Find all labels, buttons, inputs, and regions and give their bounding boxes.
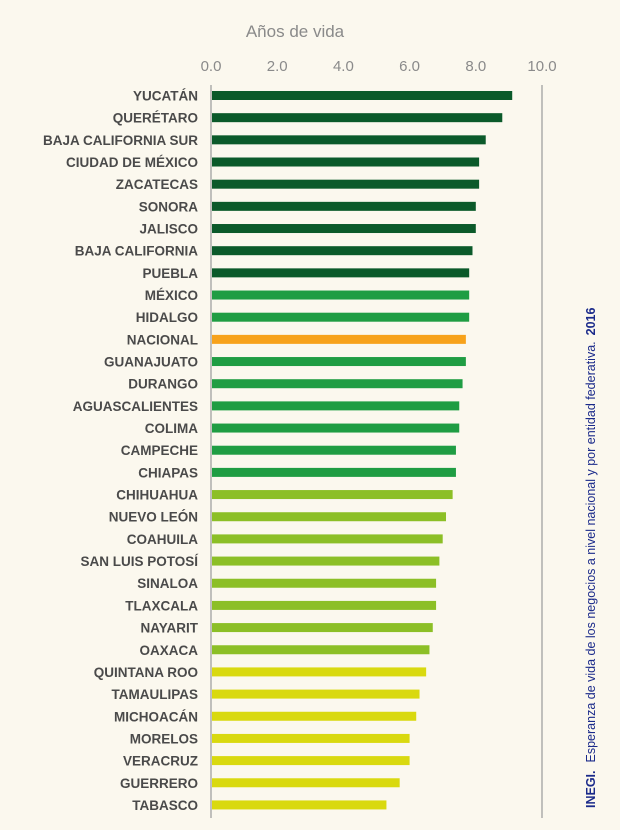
bar [212,290,470,300]
bar [212,401,460,411]
category-label: CAMPECHE [121,443,198,458]
bar [212,334,466,344]
bar [212,711,417,721]
bar [212,135,486,145]
category-label: COAHUILA [127,532,198,547]
category-label: ZACATECAS [116,177,198,192]
bar [212,113,503,123]
bar [212,179,480,189]
bar [212,246,473,256]
bar [212,445,456,455]
bar [212,623,433,633]
category-label: QUERÉTARO [113,111,198,126]
bar [212,667,427,677]
bar [212,490,453,500]
bar [212,91,513,100]
category-label: DURANGO [128,377,198,392]
category-label: TAMAULIPAS [112,687,199,702]
category-label: VERACRUZ [123,754,198,769]
category-label: SAN LUIS POTOSÍ [80,554,199,569]
bar [212,357,466,367]
caption-text: Esperanza de vida de los negocios a nive… [584,341,598,763]
category-label: AGUASCALIENTES [73,399,198,414]
bar [212,556,440,566]
caption-brand: INEGI. [584,770,598,808]
category-label: QUINTANA ROO [94,665,198,680]
bar [212,379,463,389]
bar [212,645,430,655]
side-caption: INEGI. Esperanza de vida de los negocios … [584,168,598,808]
bar [212,268,470,278]
category-label: TLAXCALA [125,598,198,613]
bar [212,800,387,810]
x-tick-label: 0.0 [201,58,222,75]
bar [212,423,460,433]
bar [212,689,420,699]
category-label: SONORA [139,199,199,214]
bar [212,467,456,477]
bar [212,534,443,544]
category-label: GUERRERO [120,776,198,791]
category-label: TABASCO [132,798,198,813]
bar [212,600,437,610]
category-label: BAJA CALIFORNIA [75,244,198,259]
bar [212,756,410,766]
category-label: CHIHUAHUA [116,488,198,503]
bar [212,312,470,322]
caption-year: 2016 [584,307,598,336]
bar [212,512,447,522]
bar [212,201,476,211]
category-label: PUEBLA [142,266,198,281]
bar [212,578,437,588]
category-label: JALISCO [139,222,198,237]
category-label: NUEVO LEÓN [109,510,198,525]
category-label: SINALOA [137,576,198,591]
category-label: NAYARIT [140,621,198,636]
bar [212,157,480,167]
category-label: NACIONAL [127,332,198,347]
category-label: MÉXICO [145,288,198,303]
x-tick-label: 2.0 [267,58,288,75]
category-label: YUCATÁN [133,89,198,104]
category-label: CHIAPAS [138,465,198,480]
category-label: COLIMA [145,421,198,436]
category-label: MORELOS [130,731,198,746]
x-tick-label: 10.0 [527,58,556,75]
axis-title: Años de vida [246,22,345,41]
x-tick-label: 4.0 [333,58,354,75]
bar [212,733,410,743]
category-label: BAJA CALIFORNIA SUR [43,133,198,148]
category-label: MICHOACÁN [114,709,198,724]
category-label: GUANAJUATO [104,355,198,370]
bar [212,778,400,788]
x-tick-label: 6.0 [399,58,420,75]
category-label: HIDALGO [136,310,198,325]
bar [212,224,476,234]
category-label: CIUDAD DE MÉXICO [66,155,198,170]
x-tick-label: 8.0 [465,58,486,75]
category-label: OAXACA [139,643,198,658]
